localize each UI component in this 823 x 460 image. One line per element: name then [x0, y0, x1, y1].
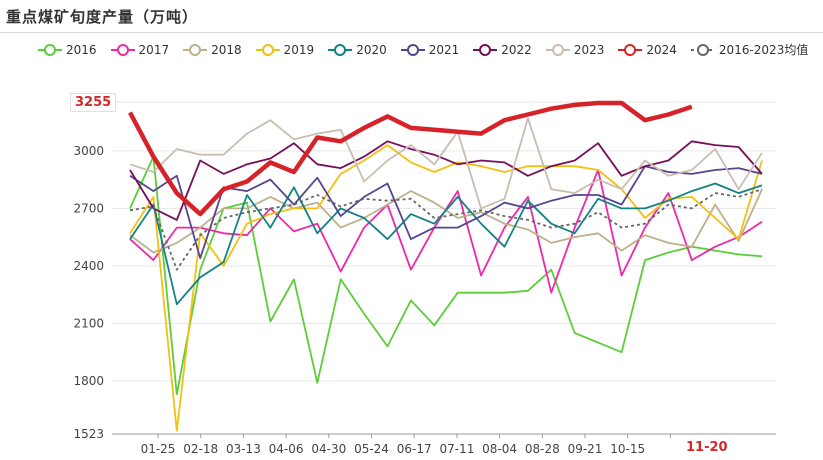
legend-label: 2021: [428, 42, 460, 57]
x-highlight-label: 11-20: [683, 440, 731, 455]
series-line-2016-2023均值: [129, 188, 763, 271]
legend-item[interactable]: 2016-2023均值: [690, 41, 809, 58]
legend-marker-icon: [690, 43, 715, 56]
y-tick-label: 2400: [73, 259, 104, 273]
series-line-2023: [129, 117, 763, 210]
legend-item[interactable]: 2020: [328, 41, 387, 58]
chart-title: 重点煤矿旬度产量（万吨）: [6, 8, 199, 26]
legend-marker-icon: [473, 43, 498, 56]
y-tick-label: 1800: [73, 374, 104, 388]
legend-item[interactable]: 2021: [400, 41, 460, 58]
legend-label: 2019: [283, 42, 315, 57]
series-line-2020: [129, 182, 763, 306]
y-tick-label: 1523: [73, 427, 104, 441]
legend-item[interactable]: 2017: [110, 41, 170, 58]
legend-item[interactable]: 2016: [38, 41, 97, 58]
legend-item[interactable]: 2019: [255, 41, 315, 58]
x-tick-label: 02-18: [183, 442, 218, 456]
x-tick-label: 04-30: [311, 442, 346, 456]
y-highlight-label: 3255: [70, 93, 117, 112]
legend-label: 2016-2023均值: [718, 43, 809, 57]
y-tick-label: 2700: [73, 201, 104, 215]
x-tick-label: 08-04: [482, 442, 517, 456]
legend-marker-icon: [183, 43, 208, 56]
legend-item[interactable]: 2024: [618, 41, 677, 58]
x-tick-label: 06-17: [397, 442, 432, 456]
x-tick-label: 03-13: [226, 442, 261, 456]
x-tick-label: 04-06: [269, 442, 304, 456]
legend-label: 2017: [138, 42, 170, 57]
legend-label: 2016: [66, 42, 97, 57]
legend-label: 2018: [211, 42, 242, 57]
series-line-2024: [128, 100, 693, 217]
x-tick-label: 09-21: [568, 442, 603, 456]
legend-label: 2024: [646, 42, 677, 57]
title-divider: [0, 32, 823, 33]
series-line-2016: [129, 155, 763, 396]
y-tick-label: 2100: [73, 316, 104, 330]
legend-label: 2023: [573, 42, 605, 57]
legend-marker-icon: [618, 43, 643, 56]
series-line-2022: [129, 140, 763, 221]
legend-item[interactable]: 2023: [545, 41, 605, 58]
series-line-2019: [129, 144, 763, 432]
x-tick-label: 05-24: [354, 442, 389, 456]
legend-marker-icon: [400, 43, 425, 56]
x-tick-label: 10-15: [610, 442, 645, 456]
x-tick-label: 08-28: [525, 442, 560, 456]
x-tick-label: 07-11: [439, 442, 474, 456]
legend-item[interactable]: 2018: [183, 41, 242, 58]
legend-marker-icon: [110, 43, 135, 56]
legend-marker-icon: [328, 43, 353, 56]
legend: 2016 2017 2018 2019 2020 2021 2022 2023 2024 2016…: [38, 41, 822, 58]
legend-marker-icon: [255, 43, 280, 56]
x-tick-label: 01-25: [141, 442, 176, 456]
y-tick-label: 3000: [73, 144, 104, 158]
legend-label: 2020: [356, 42, 387, 57]
legend-label: 2022: [501, 42, 532, 57]
legend-marker-icon: [545, 43, 570, 56]
series-line-2021: [129, 165, 763, 260]
legend-marker-icon: [38, 43, 62, 56]
legend-item[interactable]: 2022: [473, 41, 532, 58]
